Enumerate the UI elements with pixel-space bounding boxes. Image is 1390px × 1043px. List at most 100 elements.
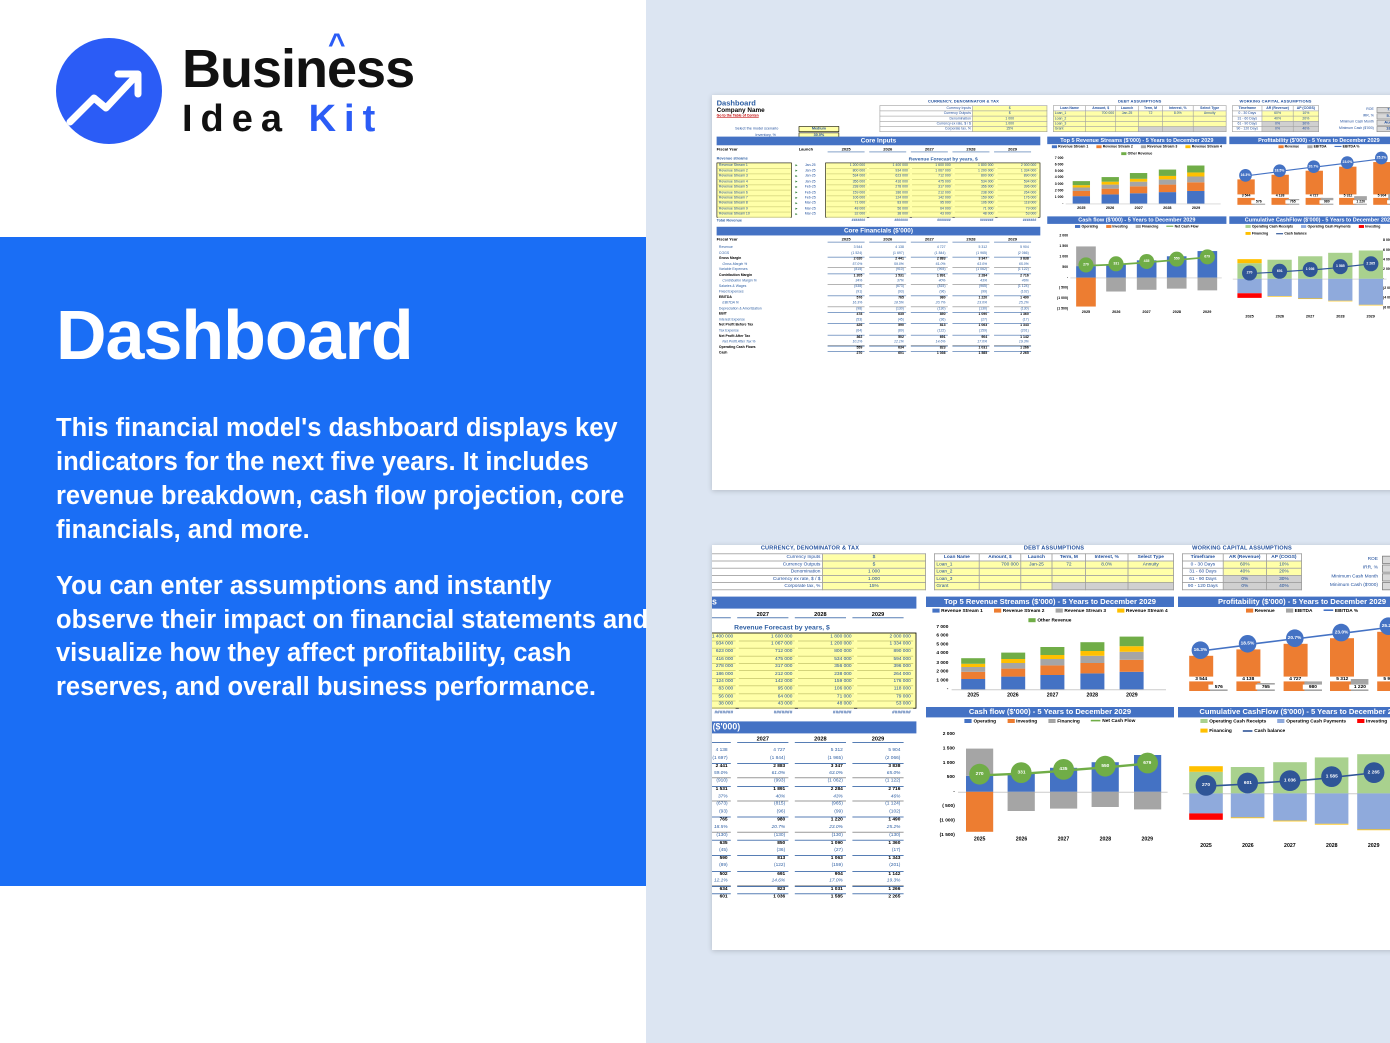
revenue-value-cell[interactable]: 159 000: [954, 196, 996, 202]
wc-cell[interactable]: 0%: [1222, 582, 1267, 591]
debt-cell[interactable]: 700 000: [978, 560, 1022, 569]
revenue-value-cell[interactable]: 83 000: [869, 202, 910, 207]
revenue-value-cell[interactable]: 356 000: [798, 664, 854, 672]
debt-cell[interactable]: [1127, 575, 1175, 583]
chart-cash-flow[interactable]: Cash flow ($'000) - 5 Years to December …: [1047, 216, 1227, 321]
debt-cell[interactable]: [1115, 126, 1139, 132]
revenue-value-cell[interactable]: 1 067 000: [911, 169, 953, 175]
revenue-value-cell[interactable]: 1 067 000: [738, 641, 795, 649]
debt-cell[interactable]: [978, 567, 1022, 576]
revenue-stream-launch[interactable]: Feb-25: [804, 185, 816, 189]
chart-cash-flow[interactable]: Cash flow ($'000) - 5 Years to December …: [926, 707, 1174, 851]
wc-cell[interactable]: 40%: [1222, 567, 1267, 576]
revenue-value-cell[interactable]: 623 000: [869, 174, 910, 180]
wc-cell[interactable]: 0%: [1222, 575, 1267, 583]
wc-cell[interactable]: 40%: [1265, 582, 1303, 591]
revenue-value-cell[interactable]: 890 000: [997, 174, 1038, 180]
debt-cell[interactable]: [1162, 126, 1194, 132]
revenue-value-cell[interactable]: 83 000: [712, 686, 736, 694]
revenue-value-cell[interactable]: 142 000: [911, 196, 953, 202]
revenue-value-cell[interactable]: 1 200 000: [826, 163, 867, 169]
currency-row-value[interactable]: 15%: [822, 582, 926, 591]
revenue-value-cell[interactable]: 142 000: [738, 679, 795, 687]
revenue-stream-name[interactable]: Revenue Stream 7: [717, 196, 791, 202]
debt-cell[interactable]: 72: [1051, 560, 1086, 569]
revenue-value-cell[interactable]: 176 000: [857, 679, 914, 687]
revenue-stream-launch[interactable]: Feb-25: [804, 190, 816, 195]
revenue-stream-name[interactable]: Revenue Stream 2: [717, 169, 791, 175]
debt-cell[interactable]: Jan-25: [1020, 560, 1053, 569]
debt-cell[interactable]: [1051, 575, 1086, 583]
debt-cell[interactable]: [1138, 126, 1163, 132]
chart-cumulative-cashflow[interactable]: Cumulative CashFlow ($'000) - 5 Years to…: [1178, 707, 1390, 851]
currency-row-value[interactable]: $: [822, 560, 926, 569]
revenue-value-cell[interactable]: 712 000: [738, 649, 795, 657]
table-of-contents-link[interactable]: Go to the Table of Conten: [716, 114, 759, 118]
debt-cell[interactable]: [1085, 582, 1129, 591]
currency-row-value[interactable]: 1.000: [822, 575, 926, 583]
revenue-value-cell[interactable]: 264 000: [997, 191, 1038, 197]
revenue-value-cell[interactable]: 1 334 000: [857, 641, 914, 649]
revenue-value-cell[interactable]: 106 000: [798, 686, 854, 694]
revenue-value-cell[interactable]: 800 000: [826, 169, 867, 175]
currency-row-value[interactable]: $: [972, 105, 1048, 112]
revenue-value-cell[interactable]: 32 000: [826, 212, 867, 218]
revenue-stream-launch[interactable]: Mar-25: [804, 212, 816, 216]
revenue-value-cell[interactable]: 416 000: [712, 656, 736, 664]
revenue-value-cell[interactable]: 159 000: [798, 679, 854, 687]
wc-cell[interactable]: 0 - 30 Days: [1181, 560, 1224, 569]
revenue-value-cell[interactable]: 534 000: [798, 656, 854, 664]
revenue-value-cell[interactable]: 71 000: [798, 694, 854, 702]
currency-row-value[interactable]: 15%: [972, 126, 1048, 132]
revenue-value-cell[interactable]: 534 000: [826, 174, 867, 180]
revenue-value-cell[interactable]: 124 000: [869, 196, 910, 202]
wc-cell[interactable]: 40%: [1292, 126, 1319, 132]
debt-cell[interactable]: Loan_3: [933, 575, 980, 583]
revenue-value-cell[interactable]: 1 200 000: [798, 641, 854, 649]
chart-top5-revenue[interactable]: Top 5 Revenue Streams ($'000) - 5 Years …: [1047, 136, 1227, 215]
revenue-value-cell[interactable]: 43 000: [911, 212, 953, 218]
revenue-value-cell[interactable]: 934 000: [712, 641, 736, 649]
revenue-value-cell[interactable]: 278 000: [712, 664, 736, 672]
wc-cell[interactable]: 31 - 60 Days: [1181, 567, 1224, 576]
revenue-value-cell[interactable]: 623 000: [712, 649, 736, 657]
wc-cell[interactable]: 20%: [1265, 567, 1303, 576]
debt-cell[interactable]: [1051, 582, 1086, 591]
revenue-stream-launch[interactable]: Feb-25: [804, 196, 816, 200]
debt-cell[interactable]: [1127, 582, 1175, 591]
revenue-value-cell[interactable]: 56 000: [869, 207, 910, 213]
debt-cell[interactable]: [1127, 567, 1175, 576]
wc-cell[interactable]: 60%: [1222, 560, 1267, 569]
revenue-stream-launch[interactable]: Jan-25: [804, 163, 816, 167]
dashboard-screenshot-top[interactable]: Dashboard Company Name Go to the Table of …: [712, 95, 1390, 490]
revenue-value-cell[interactable]: 95 000: [738, 686, 795, 694]
debt-cell[interactable]: Annuity: [1127, 560, 1175, 569]
wc-cell[interactable]: 90 - 120 Days: [1232, 126, 1263, 132]
revenue-value-cell[interactable]: 1 400 000: [869, 163, 910, 169]
revenue-value-cell[interactable]: 48 000: [954, 212, 996, 218]
debt-cell[interactable]: [1020, 575, 1053, 583]
revenue-value-cell[interactable]: 1 800 000: [798, 634, 854, 642]
revenue-value-cell[interactable]: 71 000: [826, 202, 867, 207]
revenue-stream-launch[interactable]: Jan-25: [804, 179, 816, 184]
revenue-value-cell[interactable]: 56 000: [712, 694, 736, 702]
chart-profitability[interactable]: Profitability ($'000) - 5 Years to Decem…: [1229, 136, 1390, 215]
debt-cell[interactable]: [978, 575, 1022, 583]
debt-cell[interactable]: [1085, 567, 1129, 576]
currency-row-value[interactable]: $: [822, 553, 926, 562]
wc-cell[interactable]: 0%: [1261, 126, 1294, 132]
revenue-value-cell[interactable]: 396 000: [997, 185, 1038, 191]
revenue-value-cell[interactable]: 2 000 000: [857, 634, 914, 642]
revenue-value-cell[interactable]: 1 600 000: [738, 634, 795, 642]
revenue-stream-launch[interactable]: Mar-25: [804, 201, 816, 205]
revenue-value-cell[interactable]: 1 334 000: [997, 169, 1038, 175]
revenue-value-cell[interactable]: 1 600 000: [911, 163, 953, 169]
revenue-value-cell[interactable]: 118 000: [997, 202, 1038, 207]
debt-cell[interactable]: [1020, 582, 1053, 591]
debt-cell[interactable]: [1192, 126, 1227, 132]
revenue-value-cell[interactable]: 317 000: [911, 185, 953, 191]
revenue-value-cell[interactable]: 186 000: [869, 191, 910, 197]
revenue-stream-name[interactable]: Revenue Stream 4: [717, 180, 791, 186]
debt-cell[interactable]: [1085, 575, 1129, 583]
